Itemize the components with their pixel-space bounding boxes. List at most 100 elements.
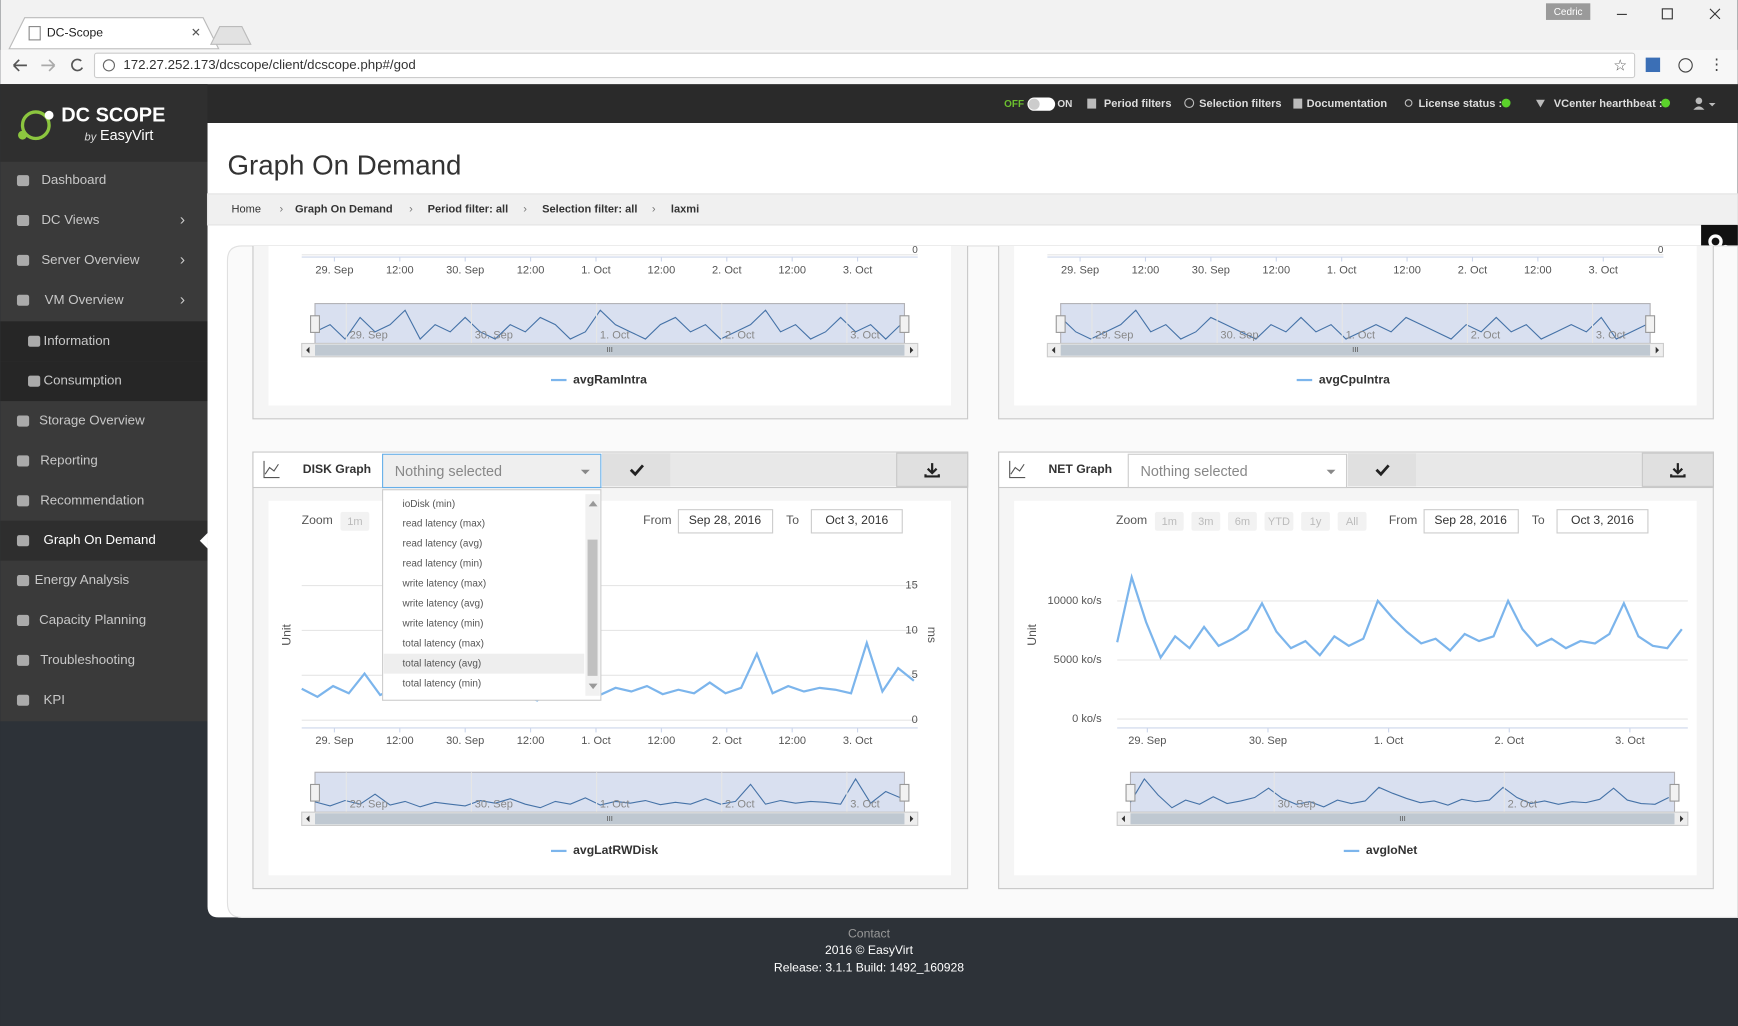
select[interactable] xyxy=(382,453,602,489)
tab-close[interactable]: ✕ xyxy=(191,25,201,39)
nav-item[interactable]: Documentation xyxy=(1307,98,1388,110)
menu-item[interactable]: Recommendation xyxy=(40,492,144,507)
maximize[interactable] xyxy=(1661,8,1673,20)
to-input[interactable] xyxy=(810,509,903,534)
zoom-button[interactable] xyxy=(1337,511,1367,531)
dropdown-option[interactable]: read latency (avg) xyxy=(403,539,483,550)
menu-item[interactable]: Server Overview xyxy=(41,252,140,267)
navigator-handle[interactable] xyxy=(1645,315,1656,333)
menu-item[interactable]: DC Views xyxy=(41,212,99,227)
navigator-handle[interactable] xyxy=(310,783,320,802)
menu-item[interactable]: Capacity Planning xyxy=(39,612,146,627)
crumb[interactable]: Selection filter: all xyxy=(542,203,637,215)
menu[interactable]: ⋮ xyxy=(1709,56,1725,73)
nav-item[interactable]: License status : xyxy=(1419,98,1503,110)
logo-dot xyxy=(18,130,27,140)
chart-area xyxy=(268,245,951,406)
menu-item[interactable]: Graph On Demand xyxy=(44,532,156,547)
nav-item[interactable]: Period filters xyxy=(1104,98,1172,110)
browser-tab[interactable] xyxy=(8,17,220,50)
active-notch xyxy=(199,532,208,549)
from-input[interactable] xyxy=(677,509,774,534)
address-bar[interactable] xyxy=(93,52,1636,79)
menu-item[interactable]: VM Overview xyxy=(45,292,124,307)
menu-item[interactable]: Information xyxy=(44,333,110,348)
crumb[interactable]: laxmi xyxy=(671,203,699,215)
menu-item[interactable]: KPI xyxy=(44,692,65,707)
reload[interactable] xyxy=(71,58,84,72)
scrollbar-thumb[interactable] xyxy=(1130,813,1675,825)
scrollbar-thumb[interactable] xyxy=(315,344,905,356)
apply-button[interactable] xyxy=(601,453,671,487)
y-axis-label: Unit xyxy=(1025,623,1039,645)
menu-item[interactable]: Dashboard xyxy=(41,172,106,187)
crumb[interactable]: Home xyxy=(232,203,262,215)
dropdown-option[interactable]: ioDisk (min) xyxy=(403,499,456,510)
legend-label[interactable]: avgLatRWDisk xyxy=(573,843,658,857)
legend-label[interactable]: avgIoNet xyxy=(1366,843,1417,857)
dropdown-option[interactable]: read latency (min) xyxy=(403,559,483,570)
navigator-handle[interactable] xyxy=(1669,783,1680,802)
scrollbar-thumb[interactable] xyxy=(1060,344,1651,356)
zoom-button-label: 1y xyxy=(1310,516,1322,528)
dropdown-option[interactable]: total latency (avg) xyxy=(403,658,482,669)
to-label: To xyxy=(786,513,799,527)
crumb[interactable]: Period filter: all xyxy=(428,203,509,215)
x-tick-label: 29. Sep xyxy=(315,264,353,276)
zoom-button[interactable] xyxy=(1191,511,1221,531)
menu-item[interactable]: Consumption xyxy=(44,373,122,388)
footer-contact[interactable]: Contact xyxy=(848,926,891,940)
user-menu[interactable] xyxy=(1695,97,1703,105)
menu-item[interactable]: Energy Analysis xyxy=(35,572,130,587)
navigator-handle[interactable] xyxy=(899,315,910,333)
apply-button[interactable] xyxy=(1347,453,1417,487)
forward[interactable] xyxy=(41,59,56,72)
zoom-button[interactable] xyxy=(1301,511,1330,531)
menu-item[interactable]: Reporting xyxy=(40,452,98,467)
dropdown-option[interactable]: write latency (avg) xyxy=(402,598,484,609)
app-header xyxy=(0,84,1738,123)
x-tick-label: 12:00 xyxy=(778,735,806,747)
scrollbar-thumb[interactable] xyxy=(315,813,905,825)
extension2[interactable] xyxy=(1678,58,1693,73)
navigator-tick-label: 1. Oct xyxy=(600,798,630,810)
new-tab[interactable] xyxy=(209,26,252,45)
nav-item[interactable]: VCenter hearthbeat : xyxy=(1554,98,1663,110)
back[interactable] xyxy=(13,59,27,72)
legend-label[interactable]: avgRamIntra xyxy=(573,372,647,386)
navigator-handle[interactable] xyxy=(899,783,910,802)
crumb[interactable]: Graph On Demand xyxy=(295,203,393,215)
select-text: Nothing selected xyxy=(395,464,502,480)
dropdown-option[interactable]: total latency (min) xyxy=(403,678,482,689)
dropdown-option[interactable]: write latency (max) xyxy=(402,579,487,590)
site-info[interactable] xyxy=(102,59,116,72)
menu-icon xyxy=(16,415,30,427)
zoom-button-label: YTD xyxy=(1268,516,1290,528)
zoom-button[interactable] xyxy=(1264,511,1294,531)
legend-label[interactable]: avgCpuIntra xyxy=(1319,372,1390,386)
zoom-button[interactable] xyxy=(1154,511,1184,531)
navigator-handle[interactable] xyxy=(1055,315,1066,333)
select[interactable] xyxy=(1127,453,1348,489)
dropdown-option[interactable]: write latency (min) xyxy=(402,618,484,629)
navigator-handle[interactable] xyxy=(310,315,320,333)
dropdown-option[interactable]: read latency (max) xyxy=(403,519,486,530)
navigator-handle[interactable] xyxy=(1125,783,1136,802)
from-input[interactable] xyxy=(1423,509,1519,534)
tab-icon xyxy=(28,26,41,41)
toggle-knob xyxy=(1028,98,1040,110)
nav-item[interactable]: Selection filters xyxy=(1199,98,1281,110)
zoom-button[interactable] xyxy=(340,511,370,531)
to-input[interactable] xyxy=(1556,509,1649,534)
extension[interactable] xyxy=(1645,57,1661,73)
select-text: Nothing selected xyxy=(1140,464,1247,480)
dropdown-scroll-thumb[interactable] xyxy=(587,539,598,676)
menu-icon xyxy=(28,375,41,387)
zoom-button[interactable] xyxy=(1227,511,1257,531)
crumb-sep: › xyxy=(409,203,413,215)
dropdown-option[interactable]: total latency (max) xyxy=(403,638,484,649)
bookmark-star[interactable]: ☆ xyxy=(1613,58,1627,75)
menu-item[interactable]: Storage Overview xyxy=(39,413,145,428)
close-window[interactable] xyxy=(1709,8,1721,20)
menu-item[interactable]: Troubleshooting xyxy=(40,652,135,667)
